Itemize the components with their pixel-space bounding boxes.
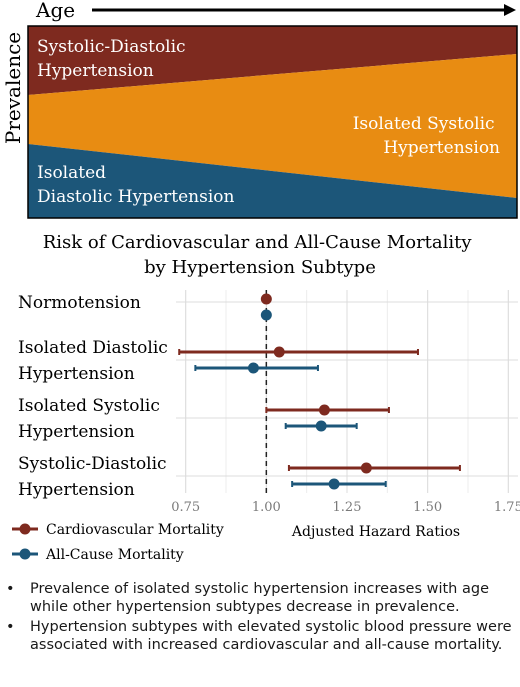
legend-item: Cardiovascular Mortality (12, 522, 224, 538)
gridlines (176, 290, 518, 493)
x-tick-label: 1.75 (494, 500, 520, 515)
isolated-diastolic-region (28, 144, 517, 218)
summary-bullet: Hypertension subtypes with elevated syst… (4, 618, 516, 654)
legend-marker (19, 548, 31, 560)
point-estimates (247, 293, 372, 490)
forest-plot: Risk of Cardiovascular and All-Cause Mor… (12, 232, 520, 563)
category-label: Systolic-Diastolic Hypertension (18, 454, 167, 500)
category-label: Isolated Diastolic Hypertension (18, 338, 168, 384)
point-estimate (328, 478, 340, 490)
category-label: Normotension (18, 293, 141, 313)
legend-item: All-Cause Mortality (12, 547, 184, 563)
ci-whisker (287, 465, 461, 471)
age-arrow-head-icon (504, 4, 516, 16)
x-axis-label: Adjusted Hazard Ratios (291, 524, 460, 540)
summary-bullet: Prevalence of isolated systolic hyperten… (4, 580, 516, 616)
x-tick-label: 1.50 (413, 500, 442, 515)
legend-label: Cardiovascular Mortality (46, 522, 224, 538)
x-tick-label: 1.00 (252, 500, 281, 515)
legend: Cardiovascular Mortality All-Cause Mortal… (12, 522, 224, 563)
panel-border (27, 25, 518, 219)
point-estimate (273, 346, 285, 358)
x-tick-label: 1.25 (333, 500, 362, 515)
point-estimate (360, 462, 372, 474)
isolated-systolic-region (28, 54, 517, 198)
point-estimate (318, 404, 330, 416)
legend-label: All-Cause Mortality (45, 547, 184, 563)
isolated-systolic-label: Isolated Systolic Hypertension (353, 114, 500, 158)
systolic-diastolic-label: Systolic-Diastolic Hypertension (37, 37, 191, 81)
systolic-diastolic-region (28, 26, 517, 95)
prevalence-axis-label: Prevalence (1, 32, 25, 144)
legend-marker (19, 523, 31, 535)
point-estimate (260, 293, 272, 305)
category-label: Isolated Systolic Hypertension (18, 396, 160, 442)
summary-bullets: Prevalence of isolated systolic hyperten… (4, 580, 516, 656)
point-estimate (247, 362, 259, 374)
category-labels: Normotension Isolated Diastolic Hypertensi… (18, 293, 168, 500)
x-tick-labels: 0.75 1.00 1.25 1.50 1.75 (171, 500, 520, 515)
age-prevalence-panel: Age Prevalence Systolic-Diastolic Hypert… (1, 0, 518, 219)
x-tick-label: 0.75 (171, 500, 200, 515)
ci-whisker (178, 349, 419, 355)
point-estimate (315, 420, 327, 432)
chart-title: Risk of Cardiovascular and All-Cause Mor… (43, 232, 478, 278)
isolated-diastolic-label: Isolated Diastolic Hypertension (37, 163, 235, 207)
age-axis-label: Age (35, 0, 75, 22)
point-estimate (260, 309, 272, 321)
